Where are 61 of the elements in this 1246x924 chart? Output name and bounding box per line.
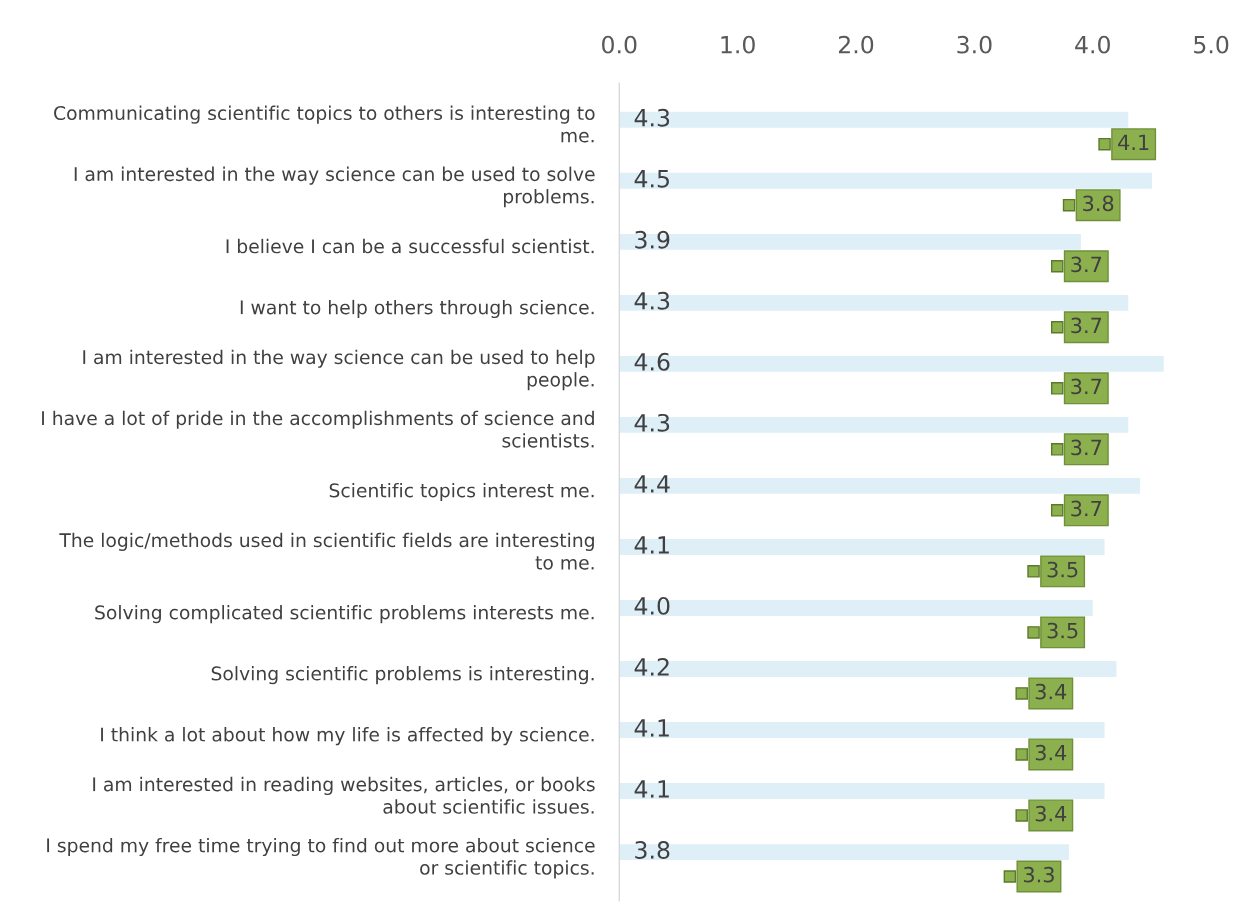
data-label: 3.7 <box>1071 439 1102 456</box>
point <box>1027 565 1040 578</box>
y-tick-label: Solving scientific problems is interesting. <box>211 666 594 685</box>
point <box>1015 809 1028 822</box>
y-tick-label: I want to help others through science. <box>240 299 594 319</box>
data-label: 3.7 <box>1071 256 1102 273</box>
y-tick-label: Communicating scientific topics to others is interesting to me. <box>54 105 595 143</box>
data-label: 3.9 <box>635 230 670 249</box>
y-tick-label: Scientific topics interest me. <box>329 482 594 502</box>
data-label: 3.8 <box>1083 195 1114 212</box>
data-label: 4.1 <box>1118 134 1149 150</box>
data-label: 4.5 <box>634 170 669 188</box>
data-label: 4.1 <box>634 536 669 554</box>
data-label: 4.0 <box>634 596 670 615</box>
data-label: 4.2 <box>634 657 669 676</box>
point <box>1050 259 1064 273</box>
data-label: 4.3 <box>634 291 670 310</box>
x-tick-label: 3.0 <box>957 35 992 54</box>
data-label: 3.8 <box>635 841 670 859</box>
y-tick-label: I am interested in the way science can be used to help people. <box>83 349 595 391</box>
y-tick-label: I spend my free time trying to find out more about science or scientific topics. <box>47 837 595 879</box>
data-label: 3.3 <box>1023 866 1054 883</box>
point <box>1050 382 1064 395</box>
y-tick-label: I am interested in the way science can be used to solve problems. <box>74 166 595 208</box>
point <box>1015 748 1028 761</box>
x-tick-label: 1.0 <box>721 35 755 54</box>
x-tick-label: 0.0 <box>602 35 637 54</box>
point <box>1062 198 1076 212</box>
y-tick-label: Solving complicated scientific problems interests me. <box>95 605 594 624</box>
data-label: 4.1 <box>634 780 669 798</box>
data-label: 4.1 <box>634 719 669 737</box>
x-tick-label: 4.0 <box>1075 35 1110 54</box>
bar <box>619 416 1129 433</box>
x-tick-label: 2.0 <box>838 35 874 54</box>
data-label: 3.7 <box>1071 378 1102 395</box>
y-tick-label: I am interested in reading websites, articles, or books about scientific issues. <box>93 776 595 814</box>
bar <box>619 172 1152 189</box>
data-label: 4.3 <box>634 413 670 432</box>
y-tick-label: I believe I can be a successful scientist. <box>226 238 594 254</box>
data-label: 3.7 <box>1071 317 1102 334</box>
data-label: 3.4 <box>1035 683 1067 700</box>
point <box>1098 137 1111 151</box>
data-label: 3.7 <box>1071 500 1102 517</box>
data-label: 4.3 <box>634 108 670 127</box>
point <box>1015 687 1028 700</box>
point <box>1003 870 1017 883</box>
data-label: 4.6 <box>634 352 670 371</box>
point <box>1050 321 1064 334</box>
y-tick-label: The logic/methods used in scientific fields are interesting to me. <box>59 532 594 570</box>
data-label: 3.5 <box>1047 561 1078 578</box>
y-tick-label: I think a lot about how my life is affected by science. <box>101 727 594 746</box>
bar <box>619 477 1141 494</box>
x-tick-label: 5.0 <box>1194 35 1229 54</box>
point <box>1050 443 1064 456</box>
y-tick-label: I have a lot of pride in the accomplishments of science and scientists. <box>42 410 594 448</box>
point <box>1027 626 1040 639</box>
data-label: 3.4 <box>1035 805 1067 822</box>
data-label: 3.5 <box>1047 622 1078 639</box>
point <box>1050 504 1064 517</box>
data-label: 3.4 <box>1035 744 1067 761</box>
data-label: 4.4 <box>634 475 670 493</box>
